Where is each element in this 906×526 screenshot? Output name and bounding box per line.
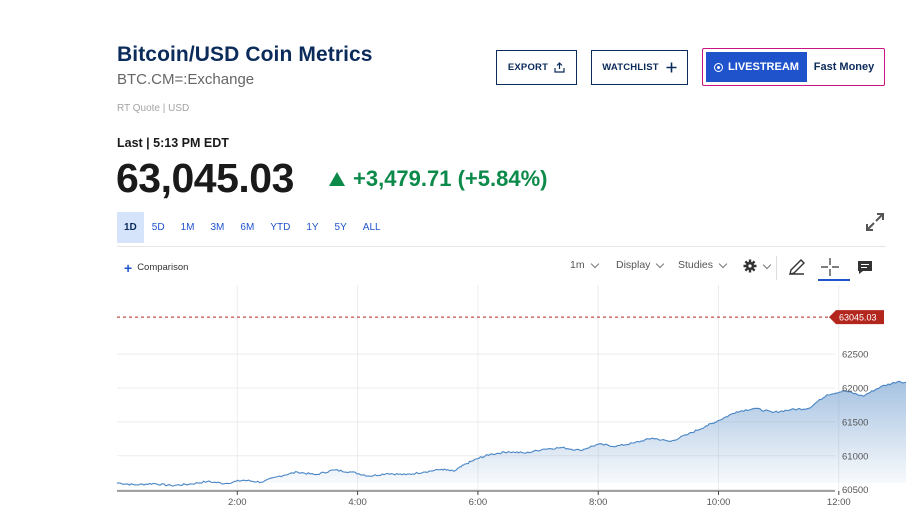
x-axis-tick-label: 6:00 — [469, 497, 488, 508]
crosshair-active-indicator — [818, 279, 850, 281]
interval-dropdown[interactable]: 1m — [570, 259, 599, 271]
export-icon — [554, 62, 565, 73]
livestream-label: LIVESTREAM — [728, 61, 799, 73]
page-title: Bitcoin/USD Coin Metrics — [117, 43, 373, 66]
y-axis-tick-label: 62000 — [842, 384, 868, 395]
range-selector: 1D 5D 1M 3M 6M YTD 1Y 5Y ALL — [117, 212, 389, 243]
studies-dropdown[interactable]: Studies — [678, 259, 728, 271]
studies-label: Studies — [678, 259, 714, 271]
comment-icon[interactable] — [854, 256, 876, 278]
gear-icon — [743, 259, 757, 273]
y-axis-tick-label: 61500 — [842, 417, 868, 428]
watchlist-button[interactable]: WATCHLIST — [591, 50, 688, 85]
x-axis-tick-label: 10:00 — [707, 497, 731, 508]
price-line — [116, 380, 906, 487]
price-change: +3,479.71 (+5.84%) — [329, 166, 547, 192]
x-axis-tick-label: 2:00 — [228, 497, 247, 508]
last-price-tag-label: 63045.03 — [839, 313, 877, 323]
quote-type-label: RT Quote | USD — [117, 103, 190, 114]
livestream-banner: LIVESTREAM Fast Money — [702, 48, 885, 86]
range-tab-1m[interactable]: 1M — [180, 222, 195, 233]
livestream-button[interactable]: LIVESTREAM — [706, 52, 807, 82]
plus-icon — [666, 62, 677, 73]
comparison-label: Comparison — [137, 262, 189, 273]
range-tab-all[interactable]: ALL — [362, 222, 381, 233]
display-label: Display — [616, 259, 651, 271]
plus-icon: + — [124, 259, 133, 276]
expand-icon[interactable] — [864, 211, 886, 233]
chevron-down-icon — [762, 260, 772, 269]
price-chart[interactable]: 63045.03 60500 61000 61500 62000 62500 2:00 4… — [0, 280, 906, 526]
last-price-tag-bg — [829, 310, 884, 325]
chevron-down-icon — [718, 259, 728, 268]
last-price-tag: 63045.03 — [829, 310, 884, 325]
watchlist-button-label: WATCHLIST — [602, 62, 659, 73]
x-axis-tick-label: 8:00 — [589, 497, 608, 508]
y-axis-tick-label: 62500 — [842, 350, 868, 361]
live-dot-icon — [714, 62, 724, 72]
price-change-value: +3,479.71 (+5.84%) — [353, 166, 548, 191]
chart-divider — [117, 246, 886, 247]
last-update-time: Last | 5:13 PM EDT — [117, 136, 229, 150]
comparison-button[interactable]: + Comparison — [124, 259, 189, 276]
fast-money-link[interactable]: Fast Money — [813, 61, 875, 73]
settings-dropdown[interactable] — [743, 259, 772, 273]
price-area-fill — [117, 381, 906, 486]
range-tab-3m[interactable]: 3M — [210, 222, 225, 233]
y-axis-tick-label: 61000 — [842, 451, 868, 462]
y-axis-tick-label: 60500 — [842, 485, 868, 496]
range-tab-5y[interactable]: 5Y — [334, 222, 347, 233]
x-axis-tick-label: 4:00 — [348, 497, 367, 508]
crosshair-icon[interactable] — [819, 256, 841, 278]
range-tab-6m[interactable]: 6M — [240, 222, 255, 233]
pencil-icon[interactable] — [786, 256, 808, 278]
display-dropdown[interactable]: Display — [616, 259, 665, 271]
range-tab-ytd[interactable]: YTD — [270, 222, 291, 233]
range-tab-1d[interactable]: 1D — [117, 212, 144, 243]
chevron-down-icon — [590, 259, 599, 268]
toolbar-separator — [776, 256, 777, 280]
last-price: 63,045.03 — [116, 155, 294, 201]
export-button[interactable]: EXPORT — [496, 50, 577, 85]
symbol-label: BTC.CM=:Exchange — [117, 71, 255, 88]
chevron-down-icon — [656, 259, 665, 268]
range-tab-1y[interactable]: 1Y — [306, 222, 319, 233]
export-button-label: EXPORT — [507, 62, 549, 73]
x-axis-tick-label: 12:00 — [827, 497, 851, 508]
up-triangle-icon — [329, 172, 345, 186]
range-tab-5d[interactable]: 5D — [151, 222, 165, 233]
interval-label: 1m — [570, 259, 585, 271]
